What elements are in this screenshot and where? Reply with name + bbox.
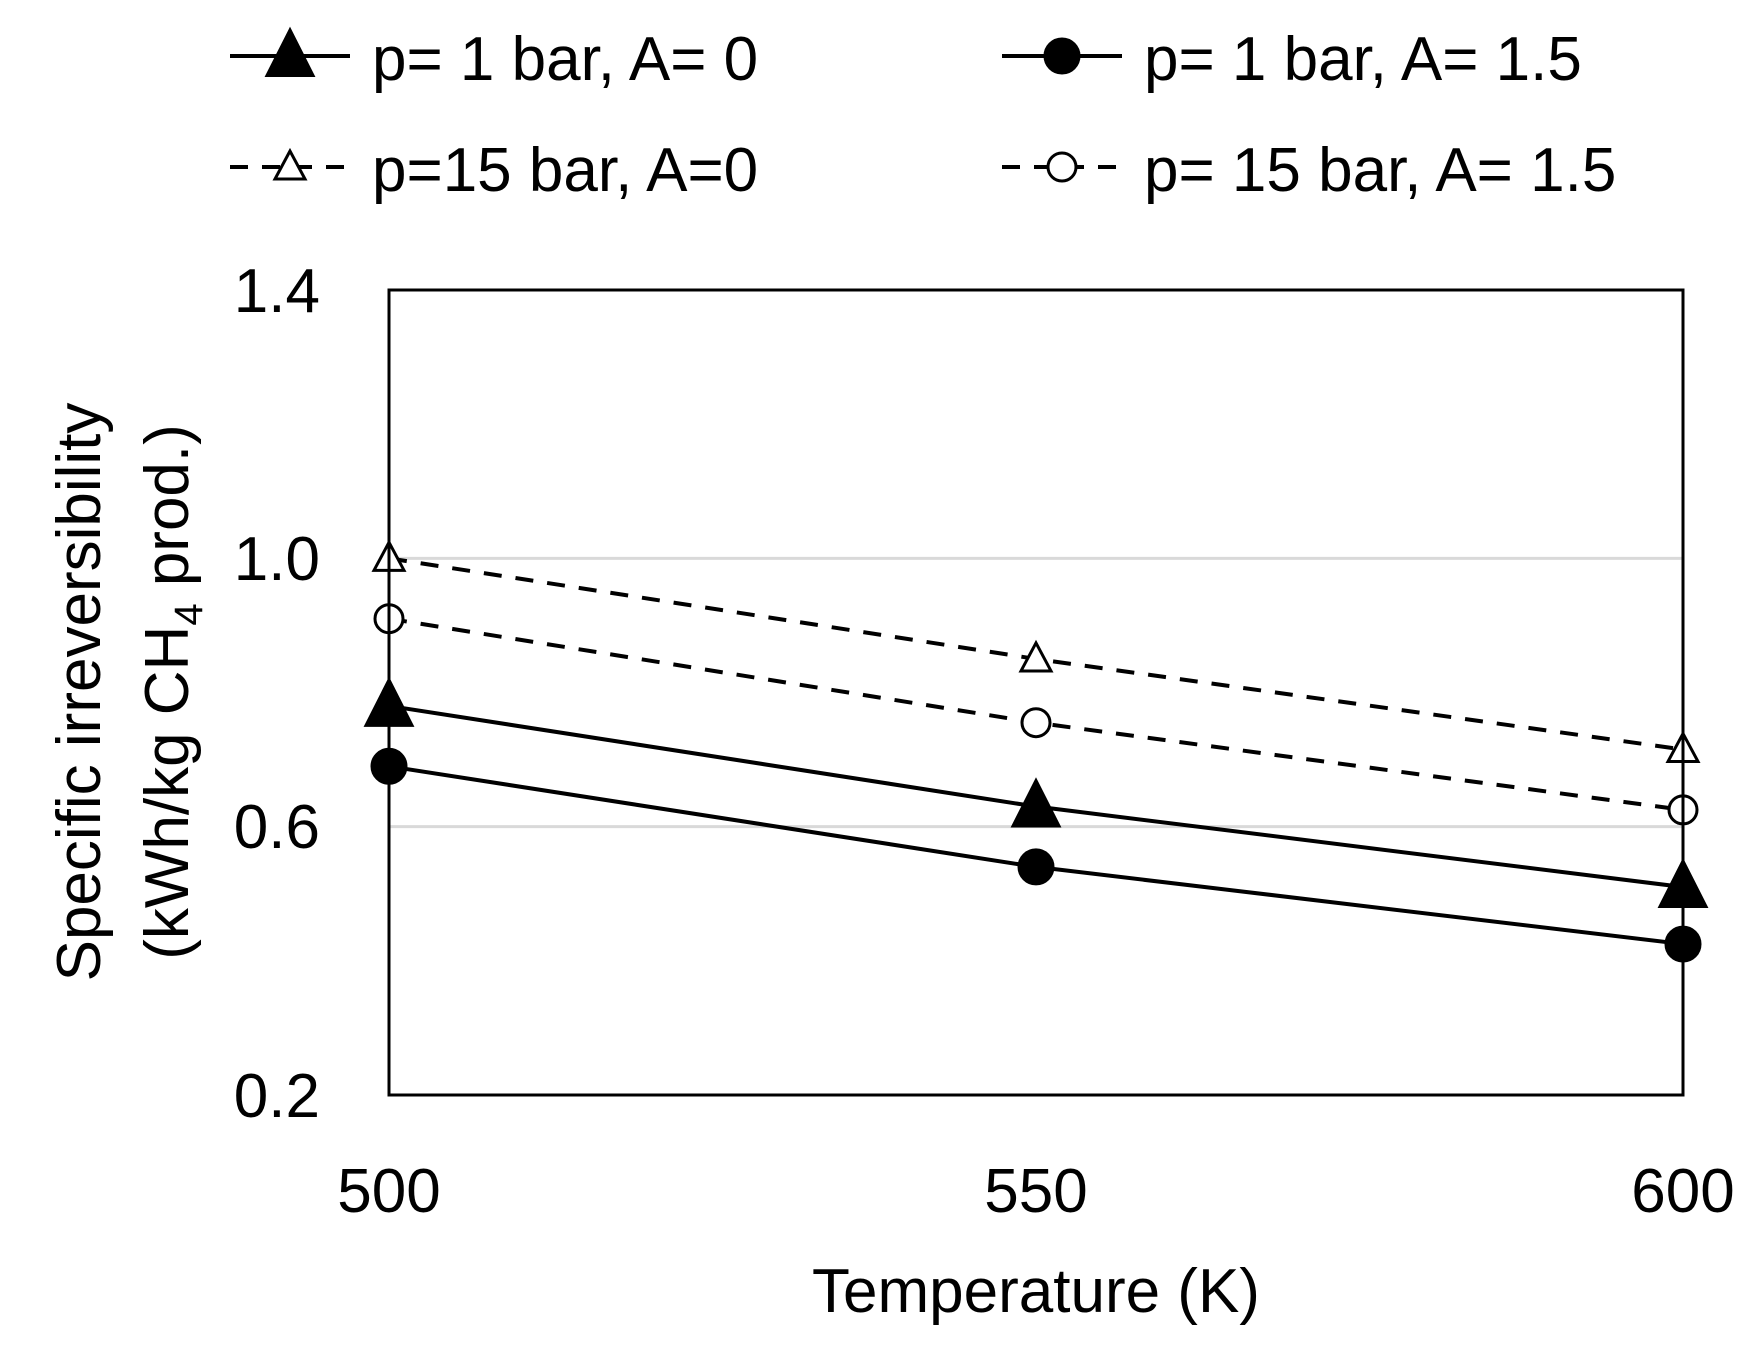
y-tick-label-0.2: 0.2	[234, 1062, 320, 1131]
series-layer	[363, 539, 1709, 963]
y-tick-label-1.0: 1.0	[234, 525, 320, 594]
x-tick-label-600: 600	[1631, 1157, 1734, 1226]
legend-swatch-2-marker	[1043, 37, 1081, 75]
legend-label-1: p= 1 bar, A= 0	[372, 25, 758, 94]
legend-entry-2: p= 1 bar, A= 1.5	[1002, 25, 1582, 94]
series-3-point-550	[1018, 639, 1054, 673]
x-axis: 500 550 600	[337, 1157, 1734, 1226]
y-axis-title-line2: (kWh/kg CH4 prod.)	[133, 424, 211, 960]
legend-swatch-3	[230, 147, 350, 181]
y-axis-title-line1: Specific irreversibility	[45, 403, 114, 982]
legend-entry-1: p= 1 bar, A= 0	[230, 25, 758, 94]
legend-label-4: p= 15 bar, A= 1.5	[1144, 136, 1616, 205]
y-axis-title: Specific irreversibility (kWh/kg CH4 pro…	[45, 403, 211, 982]
legend-swatch-4-marker	[1046, 151, 1078, 183]
legend-swatch-1	[230, 26, 350, 77]
legend-swatch-4	[1002, 151, 1122, 183]
legend-swatch-2	[1002, 37, 1122, 75]
y-axis: 1.4 1.0 0.6 0.2	[234, 257, 320, 1131]
legend-swatch-3-marker	[272, 147, 308, 181]
y-axis-title-line2-prefix: (kWh/kg CH	[133, 626, 202, 960]
y-tick-label-0.6: 0.6	[234, 793, 320, 862]
x-axis-title: Temperature (K)	[812, 1257, 1260, 1326]
legend-entry-4: p= 15 bar, A= 1.5	[1002, 136, 1616, 205]
y-axis-title-line2-suffix: prod.)	[133, 424, 202, 603]
series-2-point-550	[1017, 848, 1055, 886]
series-1	[363, 676, 1709, 909]
legend-entry-3: p=15 bar, A=0	[230, 136, 758, 205]
x-tick-label-550: 550	[984, 1157, 1087, 1226]
series-1-point-550	[1010, 777, 1062, 828]
legend-label-3: p=15 bar, A=0	[372, 136, 758, 205]
legend-label-2: p= 1 bar, A= 1.5	[1144, 25, 1582, 94]
series-4-point-550	[1020, 707, 1052, 739]
legend: p= 1 bar, A= 0 p= 1 bar, A= 1.5 p=15 bar…	[230, 25, 1616, 205]
legend-swatch-1-marker	[264, 26, 316, 77]
y-axis-title-line2-sub: 4	[167, 603, 211, 625]
y-tick-label-1.4: 1.4	[234, 257, 320, 326]
plot-area-frame	[387, 288, 1685, 1097]
x-tick-label-500: 500	[337, 1157, 440, 1226]
